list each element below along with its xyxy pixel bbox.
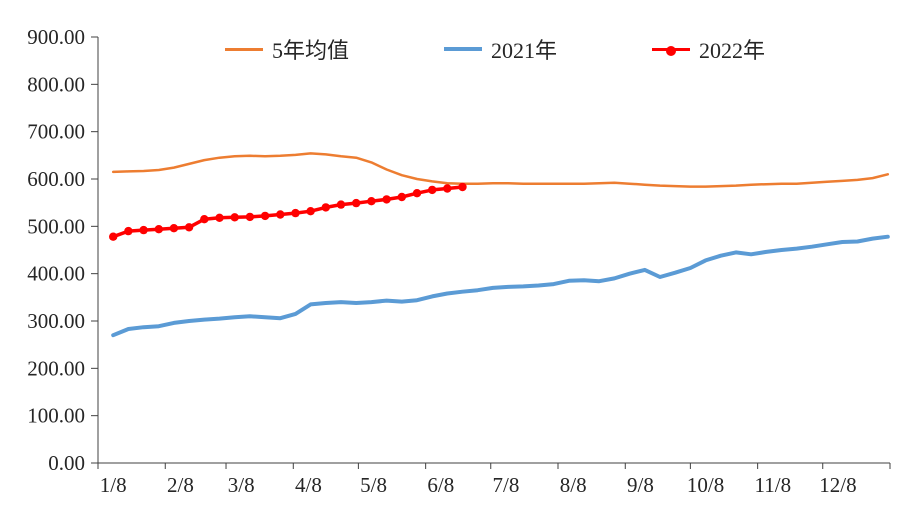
chart-legend: 5年均值 2021年 2022年 (225, 33, 765, 65)
x-axis-tick-label: 8/8 (560, 473, 587, 497)
x-axis-tick-label: 12/8 (819, 473, 856, 497)
y-axis-tick-label: 400.00 (27, 262, 85, 286)
series-marker-2 (276, 210, 285, 219)
series-marker-2 (154, 225, 163, 234)
x-axis-tick-label: 11/8 (755, 473, 792, 497)
x-axis-tick-label: 4/8 (295, 473, 322, 497)
series-marker-2 (382, 195, 391, 204)
y-axis-tick-label: 900.00 (27, 25, 85, 49)
series-marker-2 (443, 184, 452, 193)
series-marker-2 (428, 185, 437, 195)
series-marker-2 (367, 197, 376, 206)
legend-line-marker-orange (225, 47, 263, 51)
y-axis-tick-label: 100.00 (27, 404, 85, 428)
series-marker-2 (306, 207, 315, 216)
series-marker-2 (397, 192, 406, 202)
series-marker-2 (109, 232, 118, 241)
series-marker-2 (184, 223, 194, 232)
series-marker-2 (352, 198, 361, 208)
series-line-1 (111, 234, 890, 338)
series-marker-2 (245, 212, 255, 222)
series-marker-2 (139, 225, 148, 235)
series-marker-2 (169, 224, 179, 233)
series-marker-2 (336, 200, 346, 209)
legend-line-marker-red (652, 45, 691, 56)
x-axis-tick-label: 7/8 (493, 473, 520, 497)
y-axis-tick-label: 600.00 (27, 167, 85, 191)
y-axis-tick-label: 500.00 (27, 214, 85, 238)
series-marker-2 (200, 215, 209, 224)
series-marker-2 (230, 213, 239, 222)
legend-label-5yr-avg: 5年均值 (272, 38, 350, 63)
legend-item-5yr-avg: 5年均值 (225, 33, 349, 65)
series-marker-2 (124, 226, 133, 236)
x-axis-tick-label: 5/8 (360, 473, 387, 497)
series-marker-2 (412, 189, 422, 198)
series-line-0 (111, 152, 890, 188)
x-axis-tick-label: 9/8 (627, 473, 654, 497)
series-marker-2 (260, 211, 270, 221)
series-line-2 (111, 185, 465, 239)
x-axis-tick-label: 3/8 (228, 473, 255, 497)
series-marker-2 (458, 182, 467, 192)
x-axis-tick-label: 10/8 (687, 473, 724, 497)
series-marker-2 (321, 203, 330, 212)
x-axis-tick-label: 2/8 (167, 473, 194, 497)
y-axis-tick-label: 0.00 (48, 451, 85, 475)
y-axis-tick-label: 700.00 (27, 120, 85, 144)
legend-dot-marker-red (666, 45, 677, 56)
y-axis-tick-label: 800.00 (27, 72, 85, 96)
legend-item-2021: 2021年 (444, 33, 557, 65)
y-axis-tick-label: 200.00 (27, 356, 85, 380)
legend-item-2022: 2022年 (652, 33, 765, 65)
legend-label-2021: 2021年 (491, 38, 558, 63)
legend-label-2022: 2022年 (699, 38, 766, 63)
x-axis-tick-label: 1/8 (100, 473, 127, 497)
y-axis-tick-label: 300.00 (27, 309, 85, 333)
series-marker-2 (215, 213, 224, 222)
series-marker-2 (291, 208, 300, 218)
legend-line-marker-blue (444, 47, 483, 51)
x-axis-tick-label: 6/8 (427, 473, 454, 497)
